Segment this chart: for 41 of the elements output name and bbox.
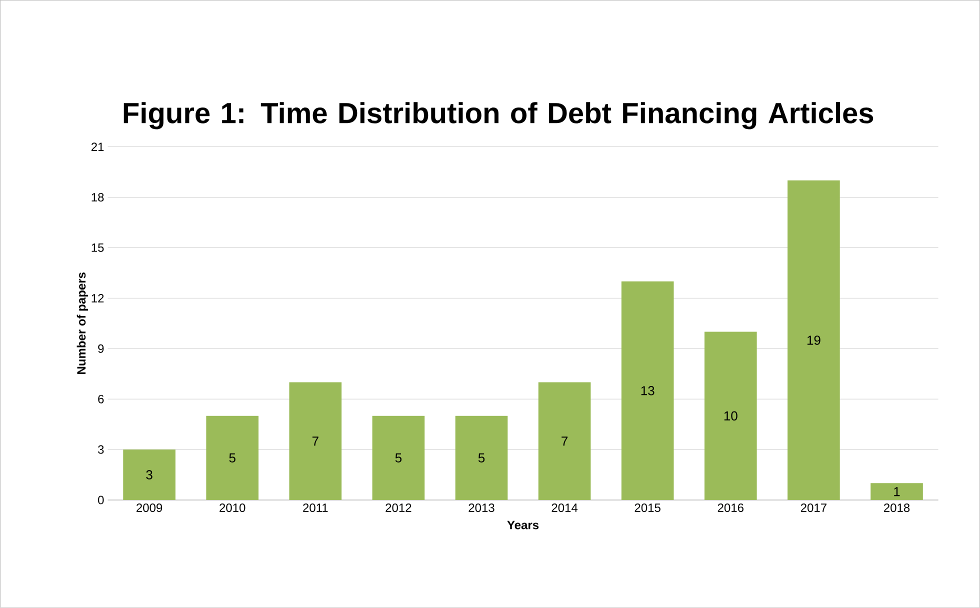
y-tick-label: 9 xyxy=(98,344,104,353)
y-tick-label: 15 xyxy=(92,244,104,252)
y-axis-title: Number of papers xyxy=(76,272,88,374)
data-label: 10 xyxy=(724,411,738,421)
x-tick-label: 2014 xyxy=(552,504,578,512)
y-tick-label: 0 xyxy=(98,496,104,504)
data-label: 13 xyxy=(641,386,654,396)
y-tick-label: 12 xyxy=(92,294,104,302)
bar xyxy=(704,332,757,500)
bar xyxy=(123,450,176,500)
bar xyxy=(538,382,591,500)
data-label: 5 xyxy=(478,454,485,463)
data-label: 5 xyxy=(395,454,402,463)
x-tick-label: 2009 xyxy=(136,504,162,512)
bar xyxy=(206,416,259,500)
bar xyxy=(621,281,674,500)
bar xyxy=(870,483,923,500)
data-label: 5 xyxy=(229,454,236,463)
data-label: 1 xyxy=(894,487,900,496)
x-tick-label: 2012 xyxy=(386,504,412,512)
x-tick-label: 2017 xyxy=(800,504,826,512)
data-label: 3 xyxy=(146,470,152,480)
bar xyxy=(455,416,508,500)
bar xyxy=(372,416,425,500)
y-tick-label: 21 xyxy=(91,142,104,152)
x-tick-label: 2015 xyxy=(634,504,660,512)
data-label: 7 xyxy=(562,436,568,446)
bar xyxy=(289,382,342,500)
x-tick-label: 2018 xyxy=(884,504,910,512)
x-tick-label: 2016 xyxy=(718,504,744,512)
x-tick-label: 2010 xyxy=(220,504,246,512)
y-tick-label: 6 xyxy=(98,394,104,404)
chart-title: Figure 1: Time Distribution of Debt Financing Articles xyxy=(124,102,874,130)
bar xyxy=(788,180,840,500)
y-tick-label: 3 xyxy=(98,445,104,454)
y-tick-label: 18 xyxy=(92,193,104,202)
x-axis-title: Years xyxy=(507,521,539,530)
data-label: 7 xyxy=(312,436,318,446)
x-tick-label: 2013 xyxy=(468,504,494,512)
data-label: 19 xyxy=(807,336,820,345)
x-tick-label: 2011 xyxy=(303,504,328,512)
